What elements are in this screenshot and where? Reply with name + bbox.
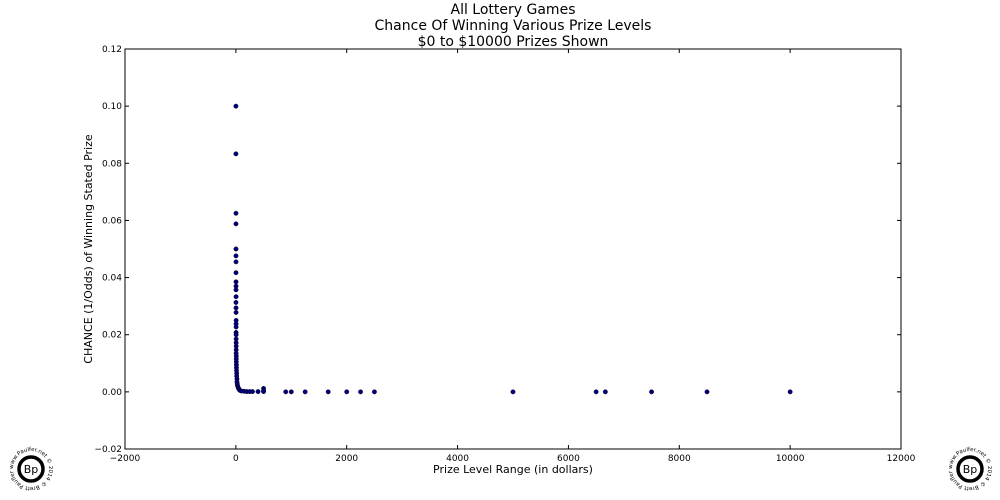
chart-title-line-1: All Lottery Games bbox=[451, 2, 576, 18]
x-tick-label: 12000 bbox=[887, 454, 916, 464]
data-point bbox=[288, 389, 294, 395]
data-point bbox=[233, 259, 239, 265]
data-point bbox=[593, 389, 599, 395]
watermark-initials-left: Bp bbox=[24, 463, 39, 476]
data-point bbox=[649, 389, 654, 395]
x-tick-label: 8000 bbox=[668, 454, 691, 464]
data-point bbox=[787, 389, 793, 395]
data-point bbox=[602, 389, 608, 395]
data-point bbox=[233, 324, 239, 330]
data-point bbox=[510, 389, 516, 395]
data-point bbox=[233, 287, 239, 293]
x-tick-label: 2000 bbox=[335, 454, 358, 464]
data-point bbox=[302, 389, 308, 395]
data-point bbox=[233, 151, 239, 157]
watermark-ring-text-left: www.Paulfer.net © 2014 © Brett Paufler © bbox=[0, 0, 53, 491]
y-tick-label: −0.02 bbox=[94, 445, 122, 455]
y-tick-label: 0.06 bbox=[102, 216, 122, 226]
y-tick-label: 0.08 bbox=[102, 159, 122, 169]
x-tick-label: 0 bbox=[233, 454, 239, 464]
data-point bbox=[233, 270, 239, 276]
plot-area bbox=[124, 48, 902, 450]
y-tick-label: 0.00 bbox=[102, 388, 122, 398]
data-point bbox=[325, 389, 331, 395]
x-tick-label: 6000 bbox=[557, 454, 580, 464]
watermark-logo-right: Bp www.Paulfer.net © 2014 © Brett Paufle… bbox=[0, 0, 992, 491]
data-point bbox=[233, 246, 239, 252]
data-point bbox=[233, 103, 239, 109]
data-point bbox=[372, 389, 377, 395]
chart-title-line-3: $0 to $10000 Prizes Shown bbox=[418, 34, 609, 50]
x-tick-label: −2000 bbox=[110, 454, 141, 464]
data-point bbox=[261, 389, 266, 394]
data-point bbox=[233, 294, 239, 300]
x-axis-label: Prize Level Range (in dollars) bbox=[433, 463, 593, 476]
data-point bbox=[344, 389, 350, 395]
watermark-initials-right: Bp bbox=[963, 463, 978, 476]
x-tick-label: 4000 bbox=[446, 454, 469, 464]
data-point bbox=[233, 210, 239, 216]
y-axis-label: CHANCE (1/Odds) of Winning Stated Prize bbox=[82, 134, 95, 364]
data-point bbox=[233, 221, 239, 227]
y-tick-label: 0.12 bbox=[102, 45, 122, 55]
x-axis: −2000 0 2000 4000 6000 8000 10000 12000 bbox=[110, 49, 916, 464]
y-tick-label: 0.04 bbox=[102, 274, 122, 284]
data-point bbox=[233, 305, 239, 311]
data-point bbox=[255, 389, 261, 394]
watermark-logo-left: Bp www.Paulfer.net © 2014 © Brett Paufle… bbox=[0, 0, 53, 491]
x-tick-label: 10000 bbox=[776, 454, 805, 464]
data-point bbox=[233, 253, 239, 259]
data-point bbox=[233, 279, 239, 285]
y-tick-label: 0.10 bbox=[102, 102, 122, 112]
scatter-series bbox=[233, 103, 793, 395]
data-point bbox=[704, 389, 710, 395]
y-axis: −0.02 0.00 0.02 0.04 0.06 0.08 0.10 0.12 bbox=[94, 45, 901, 455]
data-point bbox=[233, 310, 239, 315]
data-point bbox=[233, 300, 239, 305]
watermark-ring-text-right: www.Paulfer.net © 2014 © Brett Paufler © bbox=[0, 0, 992, 491]
data-point bbox=[358, 389, 363, 395]
data-point bbox=[250, 389, 255, 394]
data-point bbox=[233, 332, 239, 338]
chart-title-line-2: Chance Of Winning Various Prize Levels bbox=[375, 18, 652, 34]
data-point bbox=[283, 389, 289, 395]
y-tick-label: 0.02 bbox=[102, 331, 122, 341]
